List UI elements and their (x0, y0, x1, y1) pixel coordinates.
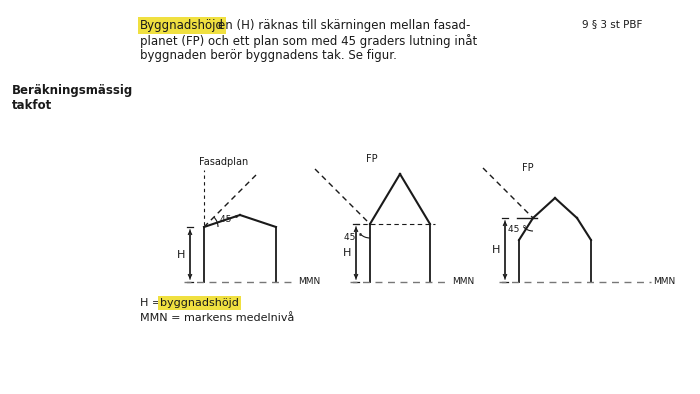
Text: byggnadshöjd: byggnadshöjd (160, 298, 239, 308)
Text: Fasadplan: Fasadplan (199, 157, 248, 167)
Text: takfot: takfot (12, 99, 52, 112)
Text: FP: FP (522, 163, 534, 173)
Text: 45 °: 45 ° (508, 225, 526, 234)
Text: byggnaden berör byggnadens tak. Se figur.: byggnaden berör byggnadens tak. Se figur… (140, 49, 397, 62)
Text: MMN: MMN (298, 277, 321, 286)
Text: H =: H = (140, 298, 164, 308)
Text: H: H (177, 249, 186, 260)
Text: FP: FP (366, 154, 378, 164)
Text: Byggnadshöjd: Byggnadshöjd (140, 19, 224, 32)
Text: 45 °: 45 ° (344, 233, 363, 242)
Text: H: H (343, 248, 351, 258)
Text: 9 § 3 st PBF: 9 § 3 st PBF (582, 19, 643, 29)
Text: planet (FP) och ett plan som med 45 graders lutning inåt: planet (FP) och ett plan som med 45 grad… (140, 34, 477, 48)
Text: en (H) räknas till skärningen mellan fasad-: en (H) räknas till skärningen mellan fas… (218, 19, 470, 32)
Text: MMN: MMN (452, 277, 475, 286)
Text: MMN = markens medelnivå: MMN = markens medelnivå (140, 313, 295, 323)
Text: MMN: MMN (653, 277, 676, 286)
Text: Beräkningsmässig: Beräkningsmässig (12, 84, 133, 97)
Text: H: H (492, 245, 500, 255)
Text: 45 °: 45 ° (220, 215, 239, 224)
